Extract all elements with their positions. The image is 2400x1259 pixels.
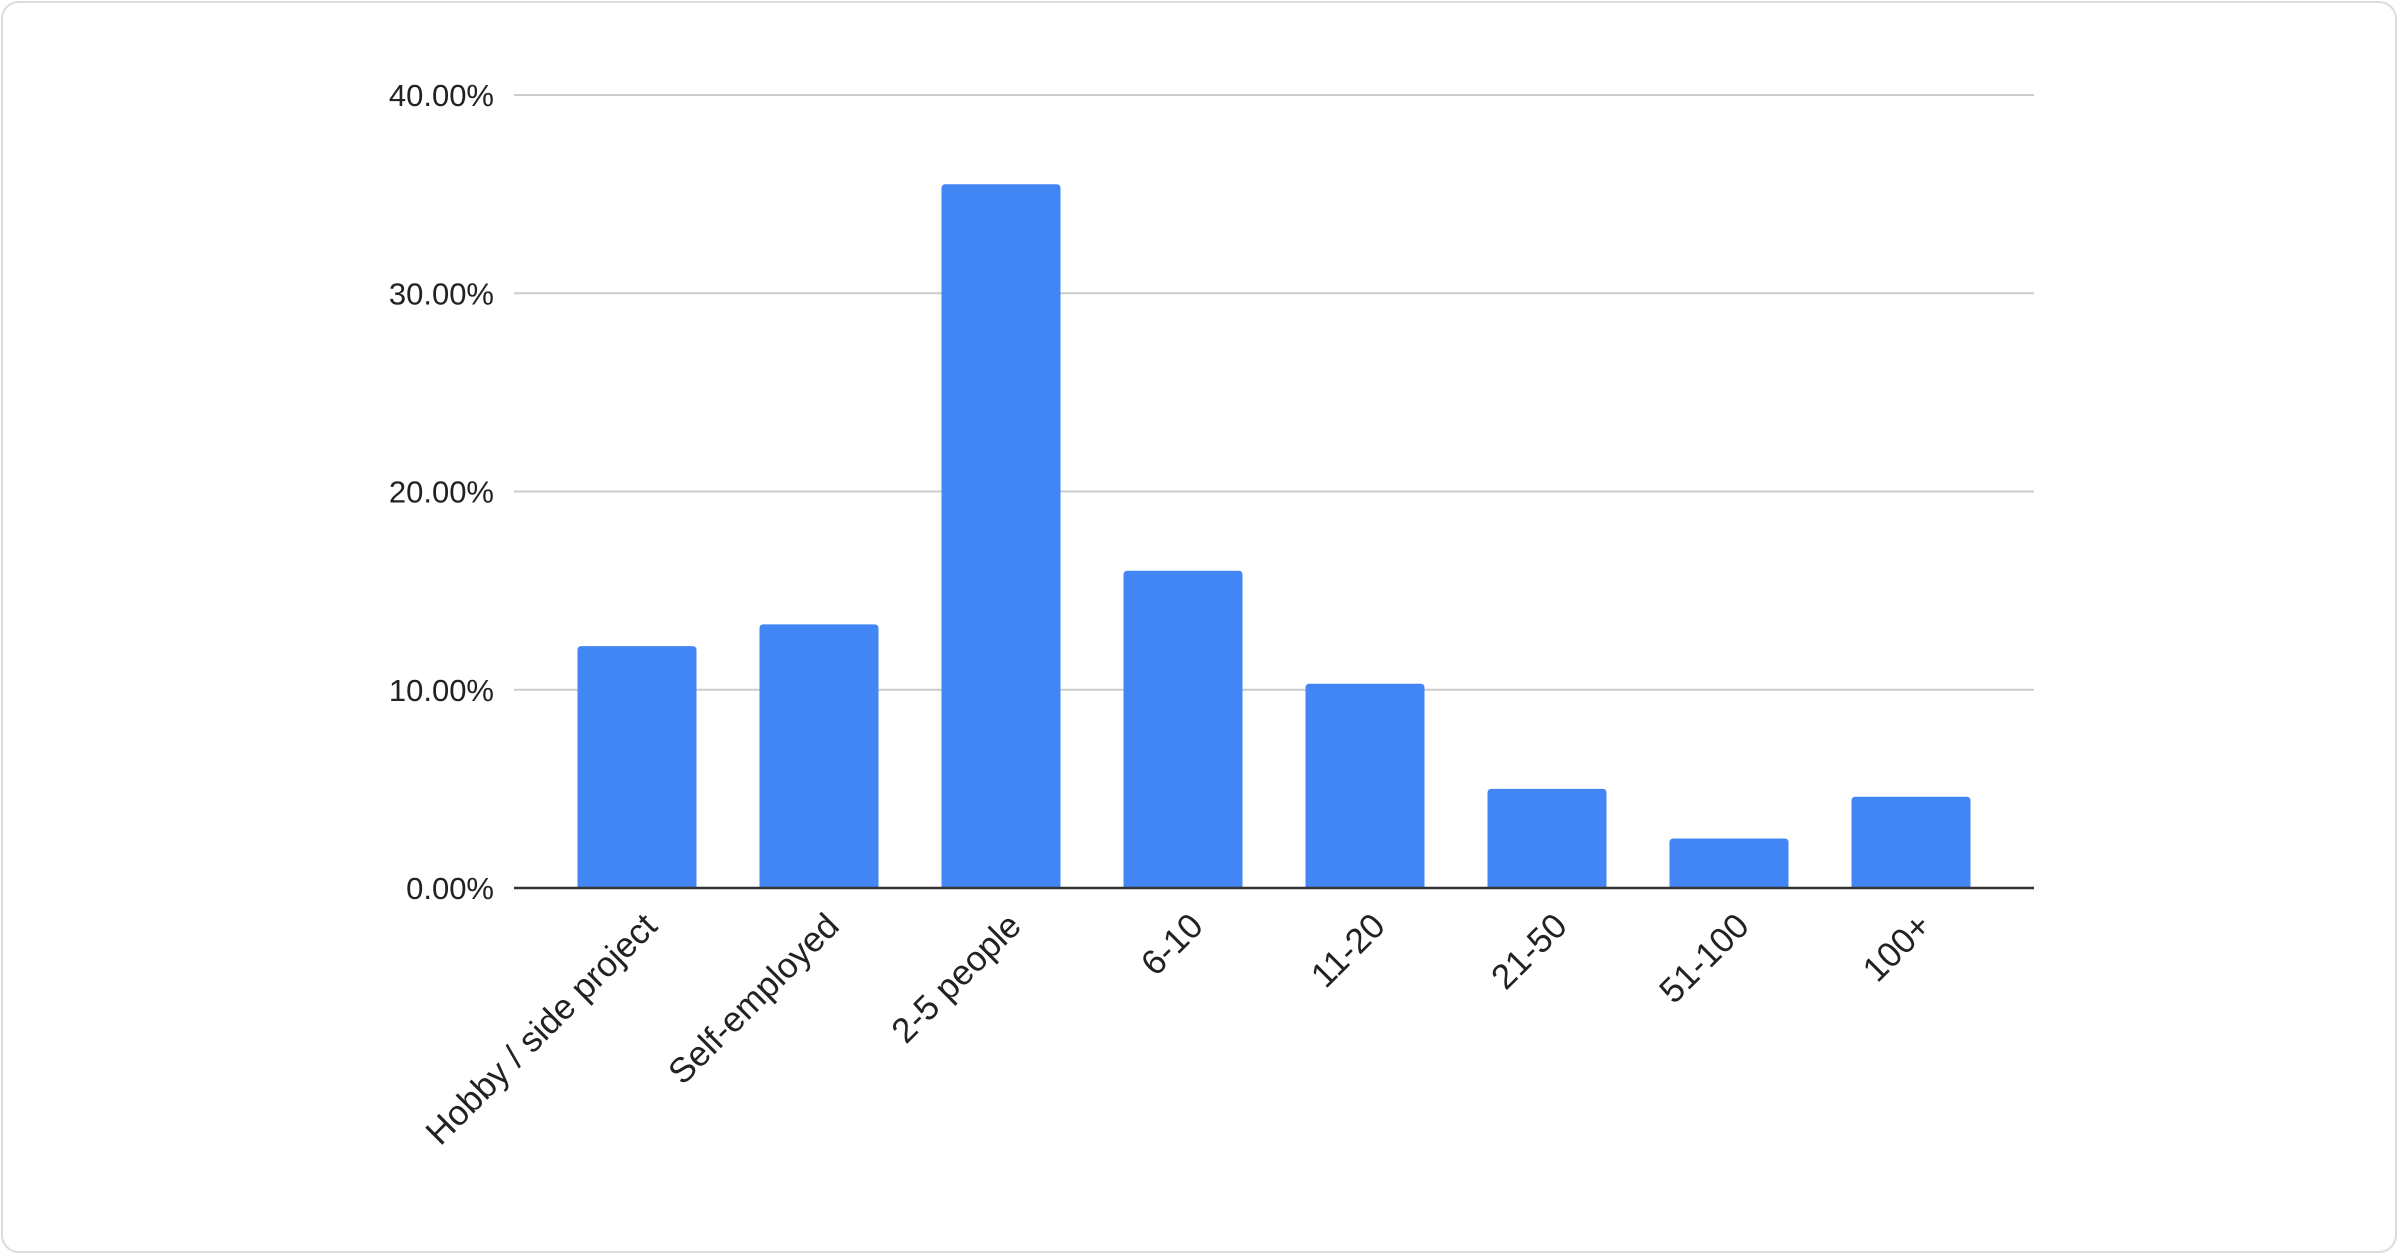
bar bbox=[1851, 796, 1971, 888]
x-category-label: Self-employed bbox=[661, 906, 847, 1092]
x-category-label: 100+ bbox=[1855, 906, 1938, 989]
bar bbox=[1487, 788, 1607, 888]
bar bbox=[577, 646, 697, 888]
y-tick-label: 10.00% bbox=[389, 673, 494, 708]
x-category-label: Hobby / side project bbox=[418, 906, 664, 1152]
bar bbox=[1123, 570, 1243, 888]
x-category-label: 21-50 bbox=[1484, 906, 1575, 997]
bar bbox=[941, 184, 1061, 888]
y-tick-label: 30.00% bbox=[389, 276, 494, 311]
bar bbox=[1669, 838, 1789, 888]
x-category-label: 11-20 bbox=[1304, 906, 1393, 995]
bar-chart: 0.00% 10.00% 20.00% 30.00% 40.00% Hobby / sid… bbox=[389, 78, 2034, 1152]
y-tick-label: 0.00% bbox=[406, 871, 494, 906]
bar bbox=[1305, 683, 1425, 888]
x-category-label: 2-5 people bbox=[884, 906, 1029, 1051]
x-category-label: 6-10 bbox=[1134, 906, 1211, 983]
y-tick-label: 40.00% bbox=[389, 78, 494, 113]
bar bbox=[759, 624, 879, 888]
y-tick-label: 20.00% bbox=[389, 475, 494, 510]
x-category-label: 51-100 bbox=[1652, 906, 1757, 1011]
